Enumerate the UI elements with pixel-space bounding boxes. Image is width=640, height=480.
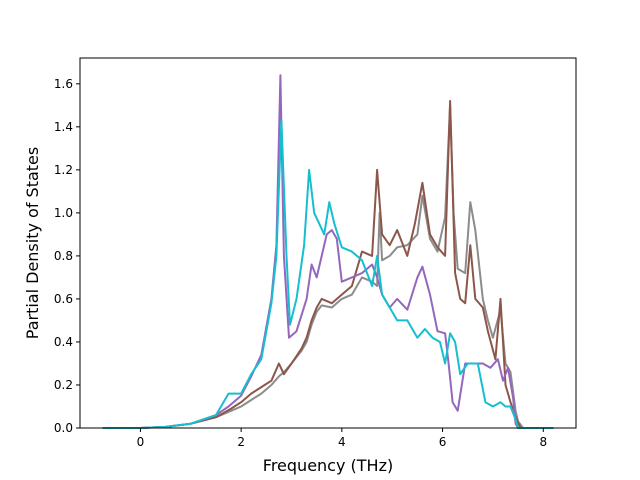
series-layer xyxy=(102,74,554,429)
y-tick-label: 1.2 xyxy=(54,163,73,177)
y-tick-label: 1.6 xyxy=(54,77,73,91)
x-tick-label: 6 xyxy=(439,435,447,449)
y-tick-label: 1.0 xyxy=(54,206,73,220)
series-line-1 xyxy=(102,104,554,429)
y-tick-label: 0.4 xyxy=(54,335,73,349)
series-line-2 xyxy=(102,100,554,429)
x-tick-label: 8 xyxy=(539,435,547,449)
x-ticks: 0 2 4 6 8 xyxy=(137,428,547,449)
x-tick-label: 0 xyxy=(137,435,145,449)
series-line-4 xyxy=(102,119,554,429)
y-tick-label: 0.0 xyxy=(54,421,73,435)
plot-frame xyxy=(79,57,577,429)
x-tick-label: 2 xyxy=(237,435,245,449)
x-tick-label: 4 xyxy=(338,435,346,449)
y-tick-label: 1.4 xyxy=(54,120,73,134)
y-ticks: 0.0 0.2 0.4 0.6 0.8 1.0 1.2 1.4 1.6 xyxy=(54,77,80,435)
plot-area xyxy=(80,58,576,428)
y-tick-label: 0.6 xyxy=(54,292,73,306)
x-axis-title: Frequency (THz) xyxy=(263,456,393,475)
y-tick-label: 0.8 xyxy=(54,249,73,263)
y-tick-label: 0.2 xyxy=(54,378,73,392)
y-axis-title: Partial Density of States xyxy=(23,147,42,339)
